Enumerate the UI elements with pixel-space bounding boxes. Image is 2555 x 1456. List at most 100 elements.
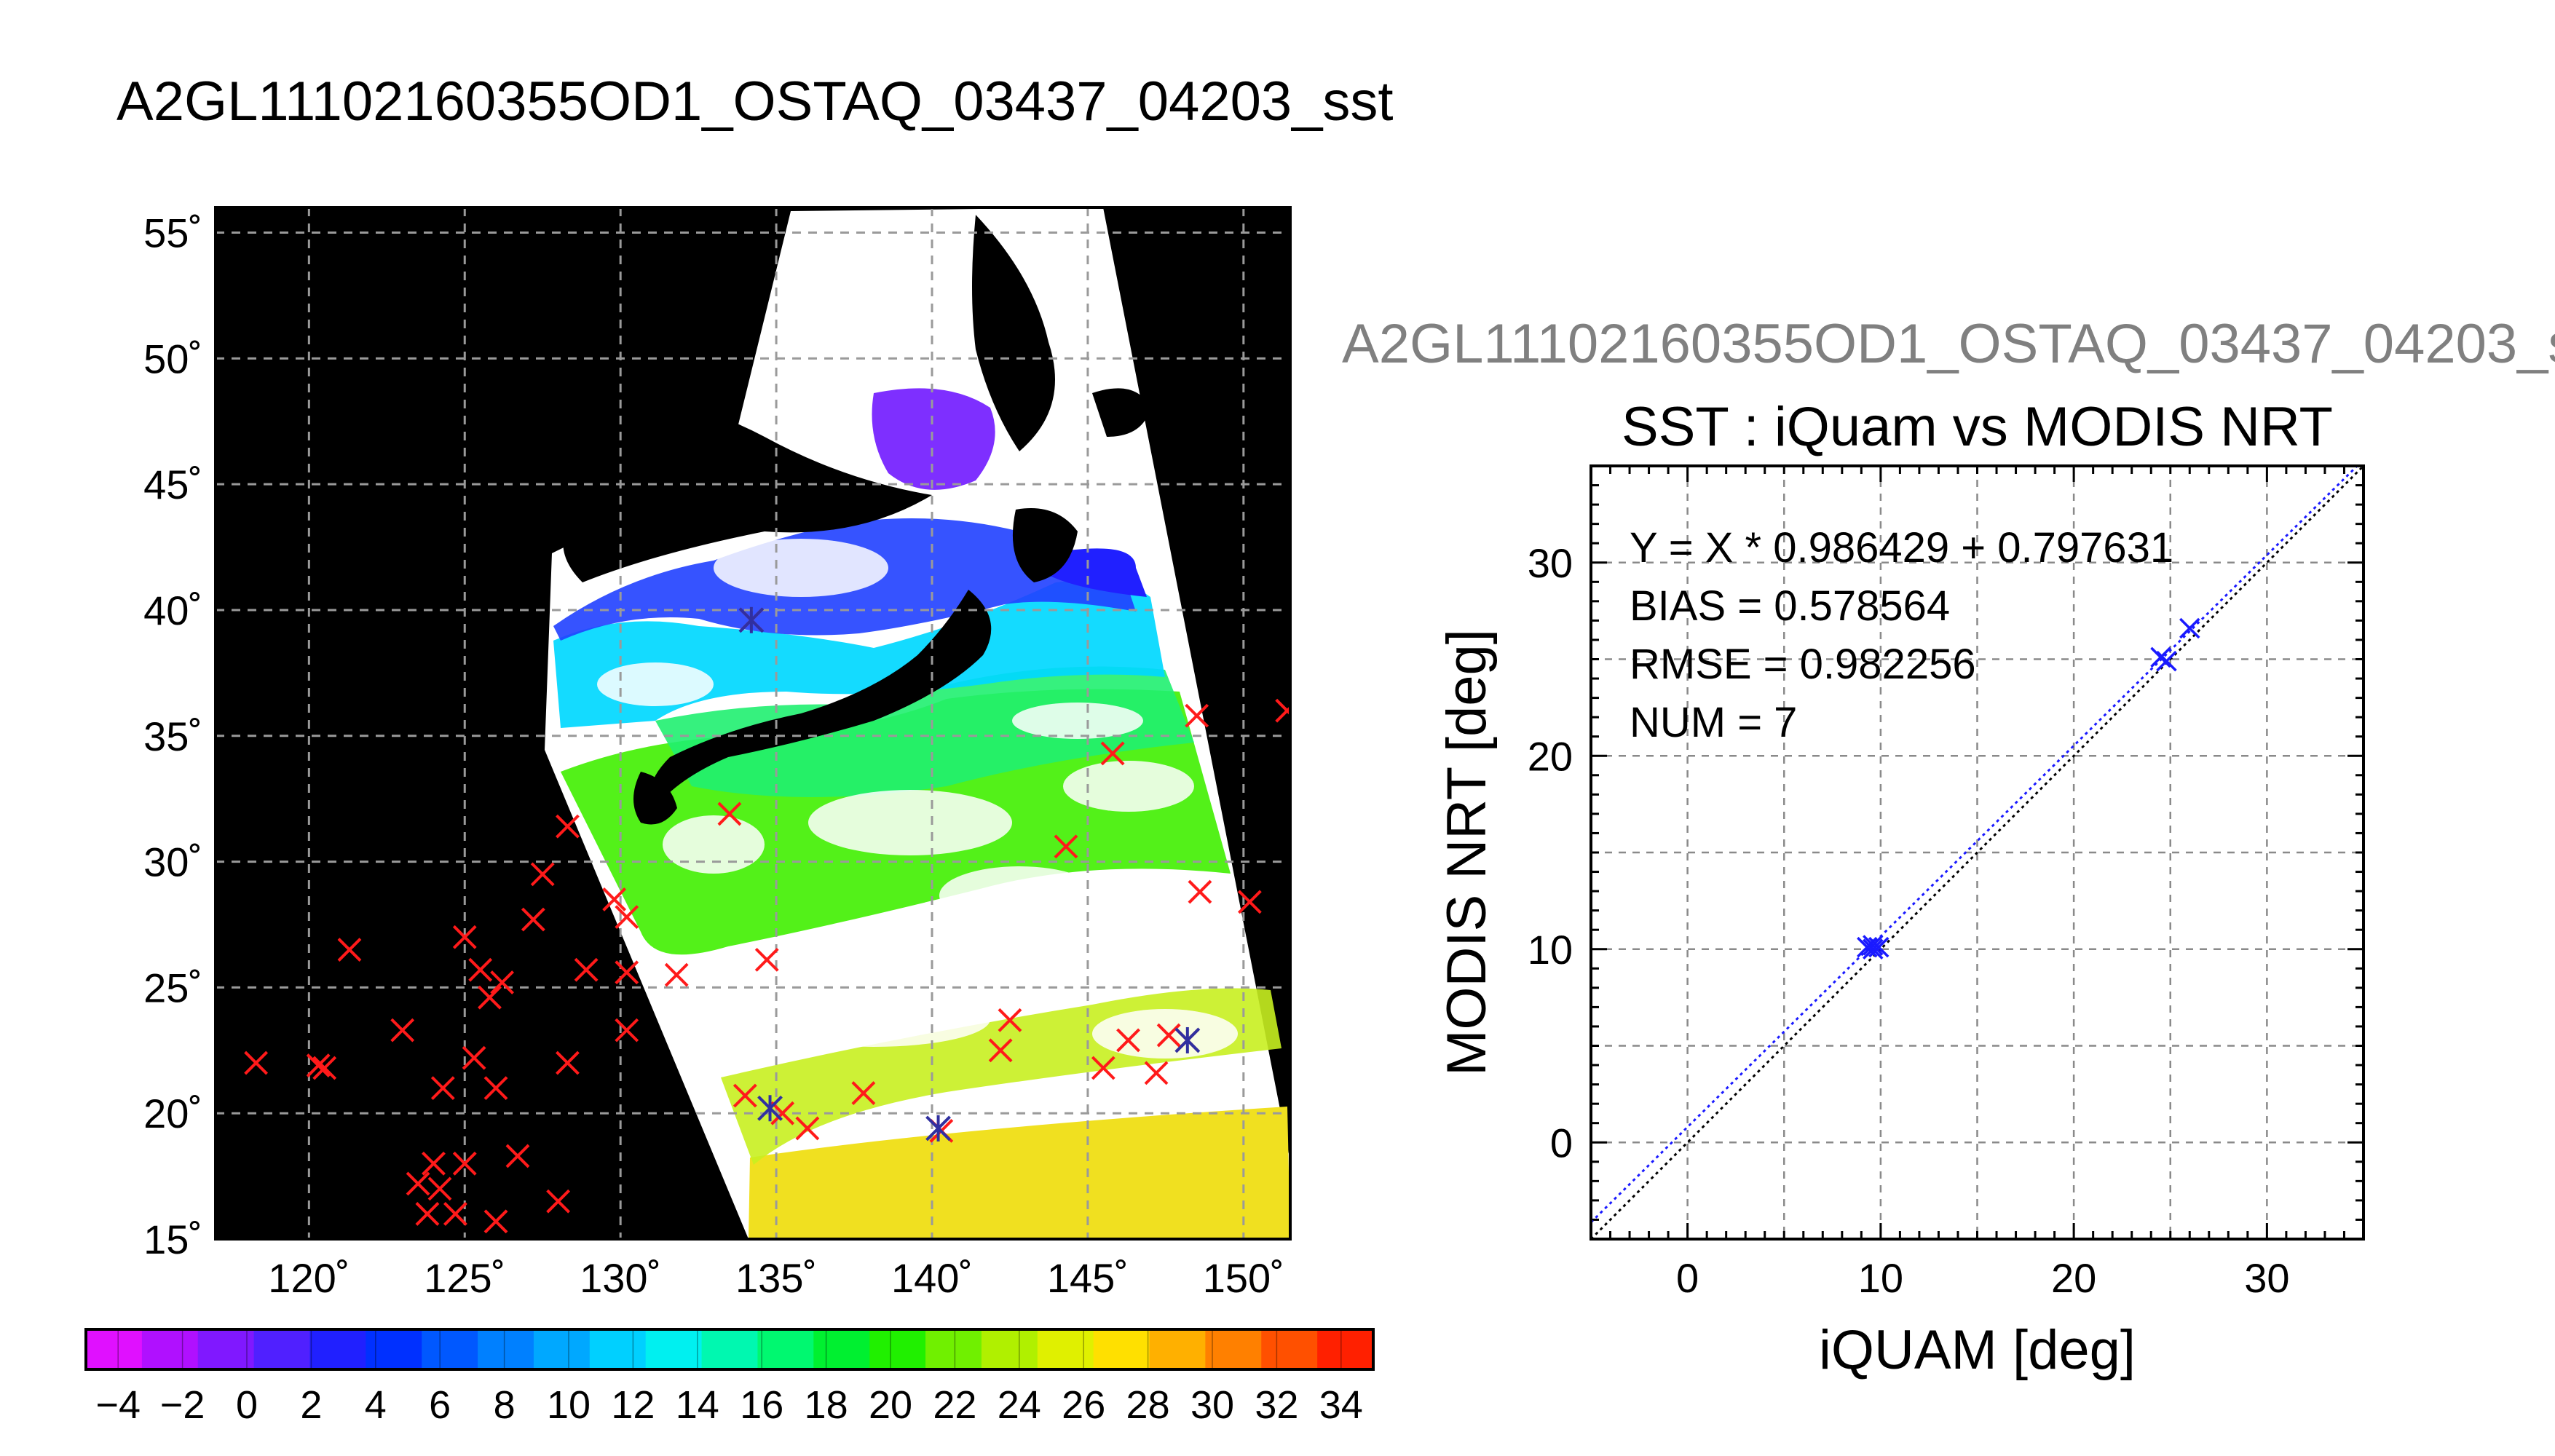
colorbar-tick-label: 10 [547, 1383, 591, 1427]
land-sakhalin [972, 215, 1055, 451]
map-lat-tick-label: 55˚ [143, 210, 202, 256]
scatter-point [2156, 650, 2177, 672]
map-observation-point [530, 862, 555, 887]
scatter-point [2150, 646, 2171, 668]
map-observation-point [1144, 1061, 1169, 1085]
scatter-stat-line: RMSE = 0.982256 [1630, 641, 1976, 688]
map-observation-point [427, 1176, 452, 1201]
cloud-patch [597, 662, 714, 706]
map-observation-point [851, 1081, 876, 1105]
map-observation-point [483, 1076, 508, 1101]
colorbar-segment [1317, 1329, 1374, 1369]
colorbar-tick-label: 30 [1190, 1383, 1234, 1427]
colorbar-tick-label: 4 [365, 1383, 387, 1427]
colorbar-segment [645, 1329, 703, 1369]
map-matched-point [925, 1115, 951, 1142]
sst-band-purple [872, 388, 995, 490]
sst-band-yellow [749, 1107, 1290, 1239]
land-kyushu [633, 772, 677, 825]
scatter-x-tick-label: 0 [1676, 1255, 1699, 1301]
colorbar-segment [309, 1329, 367, 1369]
scatter-point [1868, 936, 1889, 958]
map-lon-tick-label: 145˚ [1047, 1255, 1129, 1301]
cloud-patch [939, 866, 1099, 925]
scatter-stat-line: Y = X * 0.986429 + 0.797631 [1630, 524, 2173, 571]
cloud-patch [1092, 1009, 1238, 1059]
map-observation-point [1054, 834, 1078, 859]
scatter-frame [1590, 464, 2365, 1241]
colorbar-tick-label: 26 [1062, 1383, 1105, 1427]
scatter-x-tick-label: 10 [1858, 1255, 1903, 1301]
colorbar-segment [589, 1329, 647, 1369]
land-hokkaido [1012, 508, 1078, 582]
scatter-title: SST : iQuam vs MODIS NRT [1622, 396, 2333, 458]
map-observation-point [602, 887, 627, 911]
map-lat-tick-label: 35˚ [143, 713, 202, 759]
colorbar-tick-label: −2 [160, 1383, 205, 1427]
colorbar-segment [869, 1329, 926, 1369]
cloud-patch [1063, 761, 1194, 812]
map-observation-point [770, 1101, 795, 1125]
cloud-patch [1012, 703, 1143, 739]
map-lon-tick-label: 120˚ [268, 1255, 350, 1301]
scatter-point [1863, 935, 1884, 956]
colorbar-frame [84, 1328, 1375, 1371]
land-korea-coast [539, 397, 932, 582]
map-lat-tick-label: 30˚ [143, 839, 202, 885]
map-observation-point [390, 1018, 415, 1042]
map-observation-point [462, 1045, 486, 1070]
map-observation-point [556, 814, 580, 839]
map-observation-point [988, 1038, 1013, 1063]
scatter-point [1863, 938, 1884, 960]
colorbar-tick-label: 22 [933, 1383, 976, 1427]
scatter-points [1857, 617, 2200, 960]
colorbar-tick-label: 0 [236, 1383, 258, 1427]
colorbar-segment [1205, 1329, 1263, 1369]
colorbar-segment [533, 1329, 591, 1369]
map-observation-point [244, 1051, 269, 1075]
scatter-y-tick-label: 30 [1528, 540, 1573, 586]
map-observation-point [337, 938, 362, 962]
map-observation-point [795, 1116, 820, 1141]
scatter-subtitle: A2GL11102160355OD1_OSTAQ_03437_04203_sst [1342, 313, 2555, 375]
map-observation-point [615, 905, 639, 930]
map-matched [738, 606, 1201, 1142]
map-observation-point [521, 907, 545, 932]
colorbar-segment [197, 1329, 255, 1369]
map-observation-point [717, 802, 742, 826]
map-observation-point [546, 1189, 571, 1214]
map-observation-point [732, 1083, 757, 1108]
scatter-lines [1591, 466, 2364, 1239]
colorbar-segment [981, 1329, 1038, 1369]
colorbar-tick-label: 20 [869, 1383, 912, 1427]
map-observation-point [415, 1202, 440, 1226]
map-observation-point [443, 1202, 467, 1226]
map-observation-point [574, 957, 599, 982]
colorbar-tick-label: 34 [1319, 1383, 1363, 1427]
map-lon-tick-label: 125˚ [424, 1255, 505, 1301]
map-observation-point [478, 985, 502, 1010]
scatter-y-tick-label: 0 [1550, 1120, 1573, 1166]
colorbar-tick-label: 32 [1255, 1383, 1298, 1427]
map-observation-point [1237, 890, 1262, 914]
map-observation-point [1091, 1056, 1115, 1080]
colorbar-segment [86, 1329, 143, 1369]
map-lat-tick-label: 45˚ [143, 462, 202, 507]
cloud-patch [663, 815, 765, 874]
map-matched-point [1174, 1026, 1201, 1053]
colorbar-tick-label: 2 [300, 1383, 322, 1427]
scatter-x-tick-label: 20 [2051, 1255, 2096, 1301]
scatter-y-tick-label: 10 [1528, 927, 1573, 973]
scatter-ylabel: MODIS NRT [deg] [1436, 629, 1498, 1076]
map-observations [244, 608, 1290, 1234]
colorbar-segment [422, 1329, 478, 1369]
map-observation-point [998, 1008, 1022, 1032]
map-lat-tick-label: 15˚ [143, 1216, 202, 1262]
map-observation-point [754, 947, 779, 972]
map-lat-tick-label: 50˚ [143, 336, 202, 381]
map-observation-point [1188, 879, 1212, 904]
